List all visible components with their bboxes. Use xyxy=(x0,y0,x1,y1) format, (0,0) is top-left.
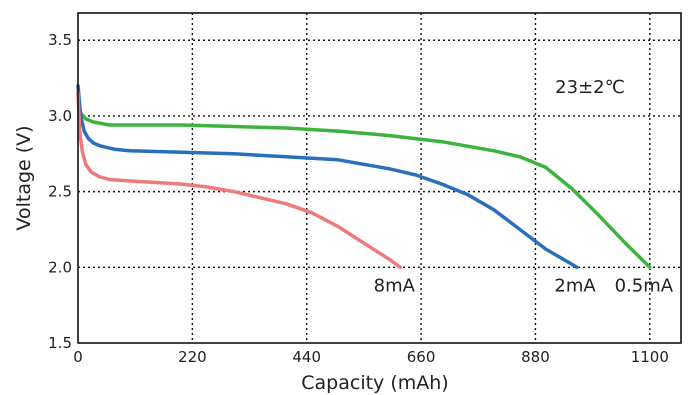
series-line-2ma xyxy=(76,83,579,270)
series-label: 8mA xyxy=(374,275,416,296)
y-tick-label: 2.5 xyxy=(48,183,72,201)
y-axis-title: Voltage (V) xyxy=(13,125,35,230)
series-line-8ma xyxy=(76,91,403,270)
series-line-0-5ma xyxy=(76,91,652,270)
series-lines xyxy=(76,83,652,270)
x-tick-label: 660 xyxy=(407,348,436,366)
series-label: 0.5mA xyxy=(615,275,674,296)
x-tick-label: 880 xyxy=(521,348,550,366)
plot-frame xyxy=(77,12,682,344)
tick-labels: 0 220 440 660 880 1100 1.5 2.0 2.5 3.0 3.5 xyxy=(48,31,669,366)
series-labels: 0.5mA 2mA 8mA xyxy=(374,275,674,296)
y-tick-label: 2.0 xyxy=(48,258,72,276)
x-tick-label: 0 xyxy=(73,348,83,366)
grid-lines xyxy=(78,13,681,343)
x-tick-label: 220 xyxy=(178,348,207,366)
series-label: 2mA xyxy=(554,275,596,296)
x-axis-title: Capacity (mAh) xyxy=(301,372,448,394)
y-tick-label: 1.5 xyxy=(48,334,72,352)
y-tick-label: 3.0 xyxy=(48,107,72,125)
y-tick-label: 3.5 xyxy=(48,31,72,49)
x-tick-label: 440 xyxy=(292,348,321,366)
temperature-annotation: 23±2℃ xyxy=(555,77,625,98)
x-tick-label: 1100 xyxy=(631,348,669,366)
